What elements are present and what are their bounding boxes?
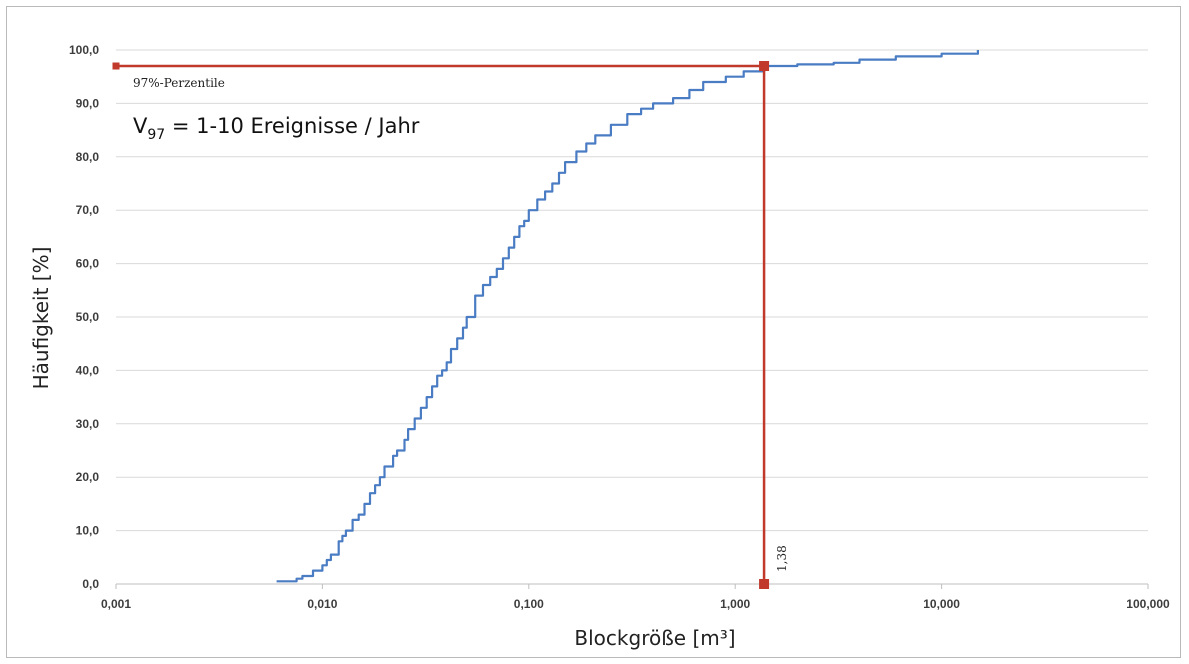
- percentile-marker-point: [759, 61, 770, 72]
- y-tick-label: 50,0: [76, 310, 100, 324]
- x-axis-title: Blockgröße [m³]: [574, 626, 735, 650]
- y-tick-label: 80,0: [76, 150, 100, 164]
- x-tick-label: 1,000: [720, 597, 750, 611]
- y-tick-label: 70,0: [76, 203, 100, 217]
- x-tick-label: 0,100: [514, 597, 544, 611]
- series-line: [276, 50, 980, 583]
- chart-frame: [6, 6, 1181, 658]
- grid-lines: [116, 49, 1148, 532]
- marker-x-value-label: 1,38: [775, 545, 789, 572]
- x-tick-label: 0,001: [101, 597, 131, 611]
- y-axis-title: Häufigkeit [%]: [29, 247, 53, 390]
- x-tick-label: 10,000: [923, 597, 960, 611]
- y-tick-label: 30,0: [76, 417, 100, 431]
- x-tick-label: 100,000: [1126, 597, 1170, 611]
- y-tick-label: 10,0: [76, 524, 100, 538]
- y-tick-label: 40,0: [76, 363, 100, 377]
- percentile-marker-left: [112, 62, 120, 70]
- y-tick-label: 90,0: [76, 96, 100, 110]
- annotation-text: V97 = 1-10 Ereignisse / Jahr: [133, 114, 420, 143]
- x-axis: [115, 583, 1149, 589]
- y-tick-label: 20,0: [76, 470, 100, 484]
- percentile-marker: [112, 61, 770, 589]
- percentile-label: 97%-Perzentile: [133, 76, 225, 90]
- y-tick-label: 60,0: [76, 257, 100, 271]
- y-tick-label: 0,0: [82, 577, 99, 591]
- annotation-rest: = 1-10 Ereignisse / Jahr: [165, 114, 420, 138]
- annotation-v: V: [133, 114, 148, 138]
- x-tick-labels: 0,001 0,010 0,100 1,000 10,000 100,000: [101, 597, 1170, 611]
- x-tick-label: 0,010: [307, 597, 337, 611]
- y-tick-label: 100,0: [69, 43, 99, 57]
- annotation-subscript: 97: [147, 127, 165, 143]
- percentile-marker-bottom: [759, 579, 770, 589]
- y-tick-labels: 0,0 10,0 20,0 30,0 40,0 50,0 60,0 70,0 80,0 90,0 1…: [69, 43, 99, 591]
